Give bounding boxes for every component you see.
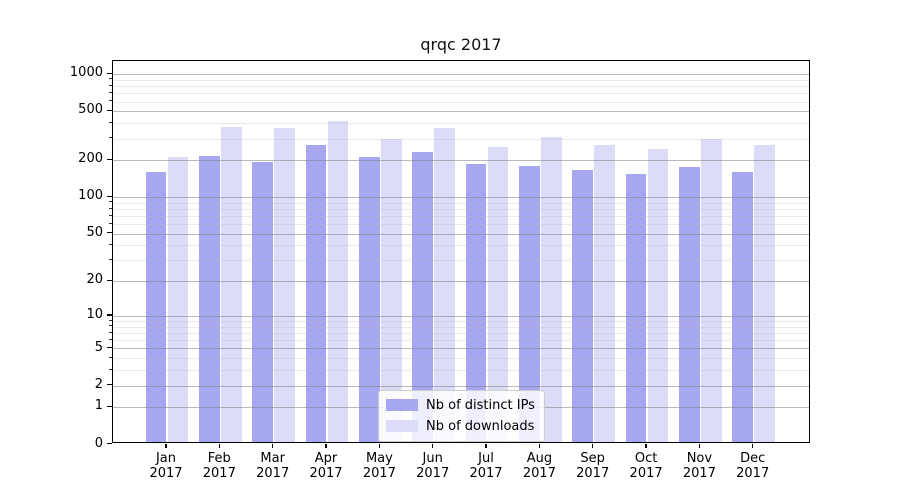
y-tick-label-1: 1 bbox=[94, 398, 103, 414]
major-gridline-200 bbox=[112, 160, 809, 162]
minor-gridline-30 bbox=[112, 260, 809, 262]
minor-gridline-8 bbox=[112, 326, 809, 328]
x-tick-mark-may bbox=[378, 443, 380, 448]
x-tick-mark-nov bbox=[698, 443, 701, 448]
minor-gridline-6 bbox=[112, 340, 809, 342]
major-gridline-10 bbox=[112, 315, 809, 317]
bar-ips-apr bbox=[305, 145, 327, 443]
y-tick-label-10: 10 bbox=[86, 307, 103, 322]
y-tick-label-200: 200 bbox=[78, 151, 103, 167]
x-tick-label-feb: Feb 2017 bbox=[202, 451, 236, 481]
major-gridline-1000 bbox=[112, 74, 809, 76]
bar-downloads-nov bbox=[701, 139, 722, 443]
bar-downloads-mar bbox=[274, 128, 296, 443]
x-tick-label-aug: Aug 2017 bbox=[522, 451, 556, 481]
bar-downloads-oct bbox=[647, 148, 669, 443]
x-tick-label-sep: Sep 2017 bbox=[576, 451, 610, 481]
major-gridline-20 bbox=[112, 281, 809, 283]
minor-gridline-600 bbox=[112, 101, 809, 103]
legend: Nb of distinct IPs Nb of downloads bbox=[378, 390, 545, 442]
major-gridline-5 bbox=[112, 348, 809, 350]
minor-gridline-9 bbox=[112, 321, 809, 323]
x-tick-label-jun: Jun 2017 bbox=[416, 451, 450, 481]
x-tick-mark-oct bbox=[645, 443, 647, 448]
x-tick-label-jul: Jul 2017 bbox=[469, 451, 503, 481]
x-tick-mark-apr bbox=[325, 443, 327, 448]
bar-ips-sep bbox=[572, 170, 593, 443]
y-tick-label-100: 100 bbox=[78, 188, 103, 204]
bar-downloads-may bbox=[381, 139, 402, 443]
minor-gridline-900 bbox=[112, 79, 809, 81]
bar-ips-aug bbox=[518, 165, 540, 443]
bar-ips-may bbox=[358, 156, 380, 443]
major-gridline-500 bbox=[112, 111, 809, 113]
x-tick-label-may: May 2017 bbox=[362, 451, 396, 481]
chart-title: qrqc 2017 bbox=[420, 35, 502, 54]
bar-downloads-jun bbox=[434, 127, 456, 443]
x-tick-mark-jan bbox=[165, 443, 167, 448]
x-tick-label-jan: Jan 2017 bbox=[149, 451, 183, 481]
bar-downloads-jan bbox=[167, 156, 189, 443]
minor-gridline-7 bbox=[112, 333, 809, 335]
y-tick-label-5: 5 bbox=[94, 339, 103, 355]
y-tick-label-20: 20 bbox=[86, 272, 103, 288]
minor-gridline-3 bbox=[112, 370, 809, 372]
y-tick-label-0: 0 bbox=[94, 435, 103, 451]
bar-ips-jan bbox=[145, 171, 167, 443]
y-tick-label-1000: 1000 bbox=[69, 65, 103, 81]
minor-gridline-400 bbox=[112, 123, 809, 125]
legend-item-downloads: Nb of downloads bbox=[386, 417, 535, 435]
x-tick-mark-dec bbox=[752, 443, 754, 448]
minor-gridline-70 bbox=[112, 216, 809, 218]
bar-downloads-feb bbox=[221, 126, 242, 443]
x-tick-mark-feb bbox=[218, 443, 220, 448]
bar-ips-feb bbox=[198, 155, 220, 443]
legend-label-distinct-ips: Nb of distinct IPs bbox=[426, 397, 535, 413]
major-gridline-100 bbox=[112, 197, 809, 199]
x-tick-mark-aug bbox=[538, 443, 540, 448]
legend-swatch-distinct-ips bbox=[386, 398, 418, 412]
bar-ips-oct bbox=[625, 174, 647, 443]
minor-gridline-800 bbox=[112, 86, 809, 88]
bar-downloads-dec bbox=[754, 145, 776, 443]
x-tick-label-oct: Oct 2017 bbox=[629, 451, 663, 481]
bar-ips-mar bbox=[252, 162, 273, 443]
x-tick-label-apr: Apr 2017 bbox=[309, 451, 343, 481]
minor-gridline-700 bbox=[112, 93, 809, 95]
minor-gridline-90 bbox=[112, 202, 809, 204]
bar-downloads-sep bbox=[594, 145, 616, 443]
x-tick-label-dec: Dec 2017 bbox=[736, 451, 770, 481]
y-tick-label-500: 500 bbox=[78, 102, 103, 118]
x-tick-mark-jul bbox=[485, 443, 487, 448]
x-tick-mark-mar bbox=[272, 443, 274, 448]
minor-gridline-4 bbox=[112, 358, 809, 360]
y-tick-label-50: 50 bbox=[86, 224, 103, 240]
minor-gridline-40 bbox=[112, 245, 809, 247]
bar-ips-jul bbox=[465, 163, 487, 443]
x-tick-label-mar: Mar 2017 bbox=[256, 451, 290, 481]
x-tick-label-nov: Nov 2017 bbox=[682, 451, 716, 481]
bar-ips-nov bbox=[678, 166, 700, 443]
major-gridline-50 bbox=[112, 233, 809, 235]
minor-gridline-80 bbox=[112, 208, 809, 210]
x-tick-mark-jun bbox=[432, 443, 434, 448]
minor-gridline-300 bbox=[112, 138, 809, 140]
minor-gridline-60 bbox=[112, 224, 809, 226]
major-gridline-2 bbox=[112, 385, 809, 387]
bar-downloads-jul bbox=[487, 147, 509, 443]
legend-label-downloads: Nb of downloads bbox=[426, 418, 535, 434]
x-tick-mark-sep bbox=[592, 443, 594, 448]
y-tick-label-2: 2 bbox=[94, 376, 103, 392]
legend-item-distinct-ips: Nb of distinct IPs bbox=[386, 396, 535, 414]
plot-area bbox=[111, 60, 810, 444]
legend-swatch-downloads bbox=[386, 419, 418, 433]
bar-downloads-aug bbox=[541, 137, 562, 443]
bar-ips-dec bbox=[732, 171, 753, 443]
bar-ips-jun bbox=[412, 151, 433, 443]
